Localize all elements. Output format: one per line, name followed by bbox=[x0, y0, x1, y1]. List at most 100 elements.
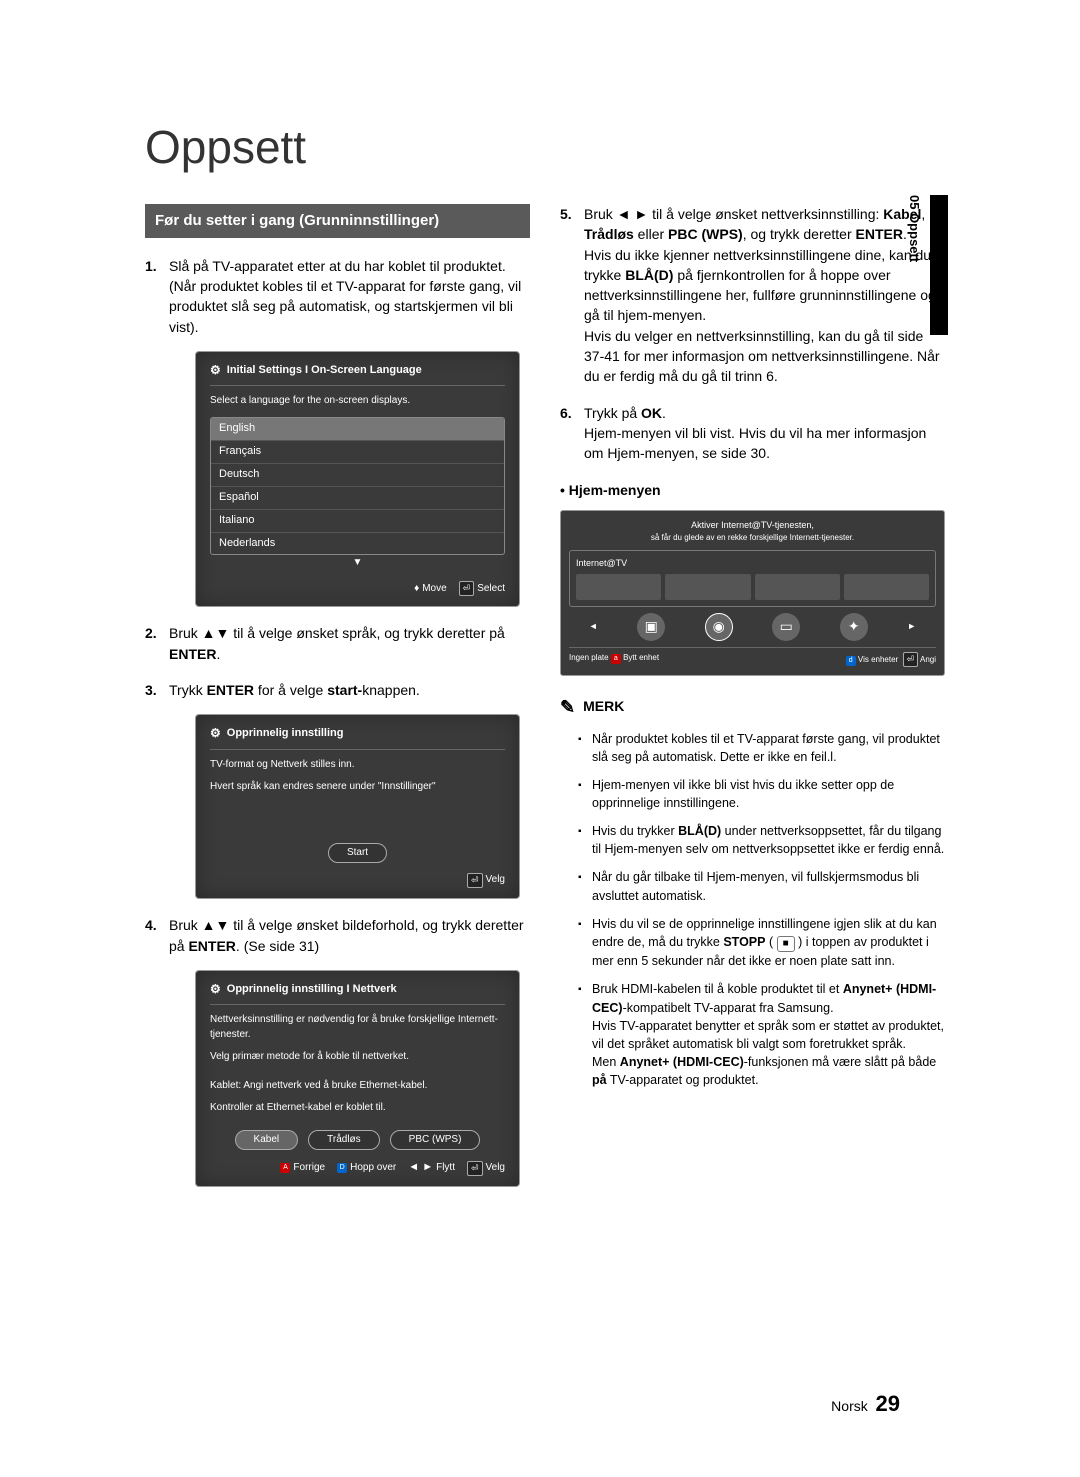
merk-title: MERK bbox=[583, 696, 624, 716]
note-6: Bruk HDMI-kabelen til å koble produktet … bbox=[578, 980, 945, 1089]
s6a: Trykk på bbox=[584, 405, 641, 421]
gear-icon: ⚙ bbox=[210, 725, 221, 742]
network-panel: ⚙ Opprinnelig innstilling I Nettverk Net… bbox=[195, 970, 520, 1187]
velg-label: ⏎ Velg bbox=[467, 873, 505, 888]
language-list[interactable]: English Français Deutsch Español Italian… bbox=[210, 417, 505, 556]
step-1-text-b: (Når produktet kobles til et TV-apparat … bbox=[169, 278, 521, 335]
s6b: OK bbox=[641, 405, 662, 421]
note-4: Når du går tilbake til Hjem-menyen, vil … bbox=[578, 868, 945, 904]
s5f: PBC (WPS) bbox=[668, 226, 743, 242]
home-menu-heading: • Hjem-menyen bbox=[560, 480, 945, 500]
f3: Vis enheter bbox=[858, 655, 898, 664]
itv-label: Internet@TV bbox=[576, 557, 929, 570]
home-banner-2: så får du glede av en rekke forskjellige… bbox=[569, 532, 936, 544]
step-3-enter: ENTER bbox=[207, 682, 254, 698]
s5h: ENTER bbox=[856, 226, 903, 242]
kabel-button[interactable]: Kabel bbox=[235, 1130, 299, 1151]
move-label: ♦ Move bbox=[414, 582, 447, 597]
tile bbox=[755, 574, 840, 600]
page-title: Oppsett bbox=[145, 120, 945, 174]
step-4-enter: ENTER bbox=[188, 938, 235, 954]
panel2-line2: Hvert språk kan endres senere under "Inn… bbox=[210, 780, 505, 795]
panel3-line3: Kablet: Angi nettverk ved å bruke Ethern… bbox=[210, 1079, 505, 1094]
step-2-a: Bruk ▲▼ til å velge ønsket språk, og try… bbox=[169, 625, 505, 641]
home-banner-1: Aktiver Internet@TV-tjenesten, bbox=[569, 519, 936, 532]
s6p2: Hjem-menyen vil bli vist. Hvis du vil ha… bbox=[584, 425, 926, 461]
panel1-sub: Select a language for the on-screen disp… bbox=[210, 394, 505, 409]
panel2-line1: TV-format og Nettverk stilles inn. bbox=[210, 758, 505, 773]
panel2-title: Opprinnelig innstilling bbox=[227, 726, 344, 742]
lang-row[interactable]: Italiano bbox=[211, 510, 504, 533]
panel1-title: Initial Settings I On-Screen Language bbox=[227, 363, 422, 379]
step-1: 1. Slå på TV-apparatet etter at du har k… bbox=[145, 256, 530, 608]
note-5: Hvis du vil se de opprinnelige innstilli… bbox=[578, 915, 945, 971]
note-2: Hjem-menyen vil ikke bli vist hvis du ik… bbox=[578, 776, 945, 812]
panel3-line1: Nettverksinnstilling er nødvendig for å … bbox=[210, 1013, 505, 1042]
step-3-e: knappen. bbox=[362, 682, 420, 698]
s6c: . bbox=[662, 405, 666, 421]
language-panel: ⚙ Initial Settings I On-Screen Language … bbox=[195, 351, 520, 608]
chevron-right-icon: ► bbox=[907, 620, 916, 633]
step-3-a: Trykk bbox=[169, 682, 207, 698]
panel3-title: Opprinnelig innstilling I Nettverk bbox=[227, 982, 397, 998]
forrige-label: A Forrige bbox=[280, 1161, 325, 1176]
tile bbox=[844, 574, 929, 600]
tv-icon[interactable]: ▭ bbox=[772, 613, 800, 641]
home-menu-panel: Aktiver Internet@TV-tjenesten, så får du… bbox=[560, 510, 945, 676]
internet-tv-box: Internet@TV bbox=[569, 550, 936, 607]
video-icon[interactable]: ▣ bbox=[637, 613, 665, 641]
hopp-label: D Hopp over bbox=[337, 1161, 396, 1176]
section-header: Før du setter i gang (Grunninnstillinger… bbox=[145, 204, 530, 238]
left-column: Før du setter i gang (Grunninnstillinger… bbox=[145, 204, 530, 1203]
step-3: 3. Trykk ENTER for å velge start-knappen… bbox=[145, 680, 530, 899]
tile bbox=[665, 574, 750, 600]
step-5: 5. Bruk ◄ ► til å velge ønsket nettverks… bbox=[560, 204, 945, 387]
tile bbox=[576, 574, 661, 600]
f1: Ingen plate bbox=[569, 653, 609, 662]
gear-icon: ⚙ bbox=[210, 362, 221, 379]
step-2-enter: ENTER bbox=[169, 646, 216, 662]
flytt-label: ◄ ► Flytt bbox=[408, 1160, 455, 1176]
lang-row[interactable]: Español bbox=[211, 487, 504, 510]
step-3-c: for å velge bbox=[254, 682, 327, 698]
step-3-start: start- bbox=[327, 682, 362, 698]
s5a: Bruk ◄ ► til å velge ønsket nettverksinn… bbox=[584, 206, 883, 222]
lang-row[interactable]: Deutsch bbox=[211, 464, 504, 487]
disc-icon[interactable]: ◉ bbox=[705, 613, 733, 641]
lang-row[interactable]: Nederlands bbox=[211, 533, 504, 555]
tradlos-button[interactable]: Trådløs bbox=[308, 1130, 380, 1151]
panel3-line2: Velg primær metode for å koble til nettv… bbox=[210, 1050, 505, 1065]
velg-label: ⏎ Velg bbox=[467, 1161, 505, 1176]
f2: Bytt enhet bbox=[623, 653, 659, 662]
side-tab: 05 Oppsett bbox=[907, 195, 922, 262]
s5p3: Hvis du velger en nettverksinnstilling, … bbox=[584, 328, 940, 385]
stop-icon: ■ bbox=[777, 936, 795, 953]
select-label: ⏎ Select bbox=[459, 581, 505, 596]
step-4-c: . (Se side 31) bbox=[236, 938, 319, 954]
pbc-button[interactable]: PBC (WPS) bbox=[390, 1130, 481, 1151]
note-1: Når produktet kobles til et TV-apparat f… bbox=[578, 730, 945, 766]
note-3: Hvis du trykker BLÅ(D) under nettverksop… bbox=[578, 822, 945, 858]
initial-setting-panel: ⚙ Opprinnelig innstilling TV-format og N… bbox=[195, 714, 520, 899]
notes-list: Når produktet kobles til et TV-apparat f… bbox=[560, 730, 945, 1090]
chevron-left-icon: ◄ bbox=[589, 620, 598, 633]
lang-row[interactable]: English bbox=[211, 418, 504, 441]
merk-heading: ✎ MERK bbox=[560, 694, 945, 720]
step-6: 6. Trykk på OK. Hjem-menyen vil bli vist… bbox=[560, 403, 945, 464]
f4: Angi bbox=[920, 655, 936, 664]
s5d: Trådløs bbox=[584, 226, 634, 242]
s5p2b: BLÅ(D) bbox=[625, 267, 673, 283]
step-1-text-a: Slå på TV-apparatet etter at du har kobl… bbox=[169, 258, 506, 274]
s5e: eller bbox=[634, 226, 668, 242]
settings-icon[interactable]: ✦ bbox=[840, 613, 868, 641]
step-2-c: . bbox=[216, 646, 220, 662]
start-button[interactable]: Start bbox=[328, 843, 387, 864]
right-column: 5. Bruk ◄ ► til å velge ønsket nettverks… bbox=[560, 204, 945, 1203]
gear-icon: ⚙ bbox=[210, 981, 221, 998]
chevron-down-icon: ▼ bbox=[353, 557, 363, 568]
step-4: 4. Bruk ▲▼ til å velge ønsket bildeforho… bbox=[145, 915, 530, 1187]
s5g: , og trykk deretter bbox=[743, 226, 856, 242]
lang-row[interactable]: Français bbox=[211, 441, 504, 464]
note-icon: ✎ bbox=[560, 694, 575, 720]
side-bar bbox=[930, 195, 948, 335]
